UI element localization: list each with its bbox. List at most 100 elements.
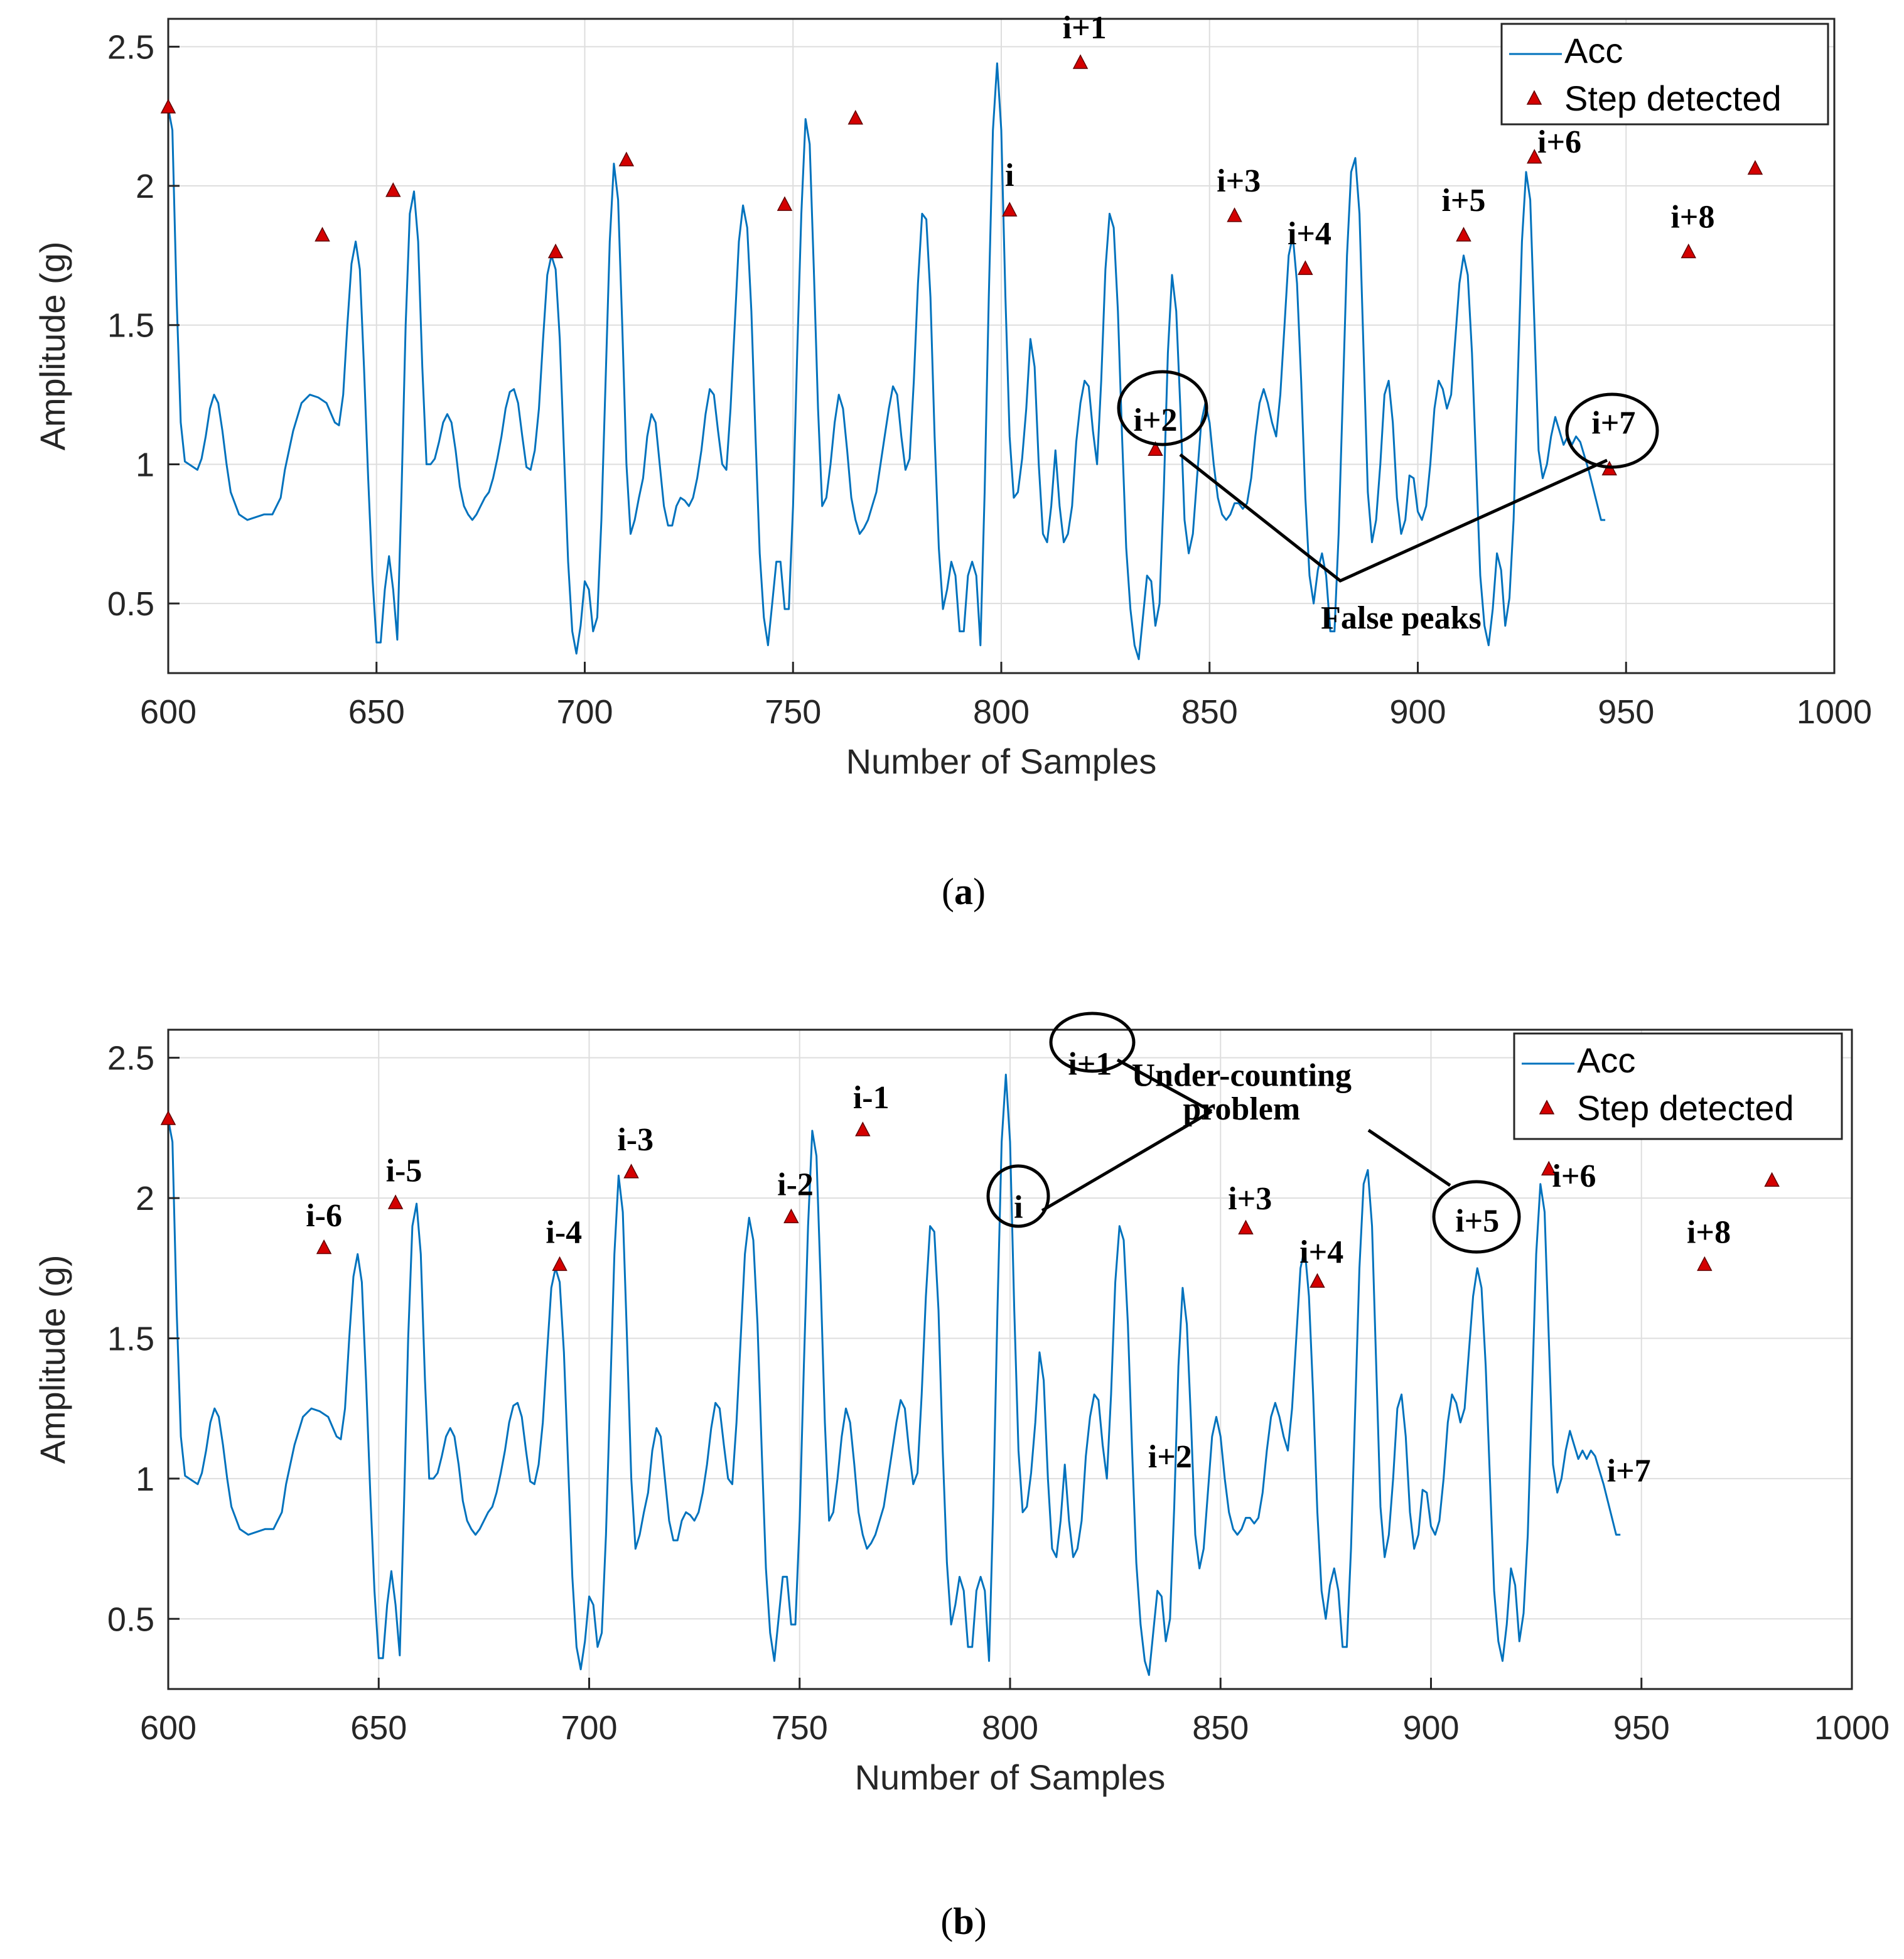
annotation-label: i+2: [1133, 402, 1177, 438]
step-marker: [315, 227, 330, 242]
annotations: i i+1 i+2 i+3 i+4 i+5 i+6 i+7 i+8 False peaks: [1005, 10, 1714, 636]
x-axis-label: Number of Samples: [846, 742, 1157, 781]
annotation-label: i+8: [1687, 1215, 1731, 1251]
series-step-detected: [160, 54, 1763, 476]
legend-box: [1513, 1032, 1843, 1140]
legend-step-label: Step detected: [1564, 78, 1782, 118]
annotation-label: i+8: [1670, 200, 1714, 235]
annotation-label: i+7: [1607, 1453, 1651, 1489]
x-tick-label: 850: [1181, 693, 1238, 731]
legend-acc-label: Acc: [1564, 31, 1623, 70]
legend-step-label: Step detected: [1577, 1088, 1794, 1128]
legend-box: [1500, 23, 1829, 126]
step-marker: [385, 182, 401, 197]
x-tick-label: 600: [140, 693, 196, 731]
step-marker: [1298, 260, 1313, 275]
annotation-label: i-5: [386, 1153, 422, 1189]
annotation-label: i+4: [1299, 1234, 1343, 1270]
x-tick-label: 900: [1402, 1709, 1459, 1747]
legend: Acc Step detected: [1500, 23, 1829, 126]
x-tick-label: 800: [982, 1709, 1038, 1747]
step-marker: [1310, 1273, 1325, 1288]
annotation-label: i-4: [546, 1215, 582, 1251]
legend-step-swatch: [1539, 1099, 1555, 1114]
annotation-label: i+1: [1063, 10, 1107, 46]
annotation-circle: [1432, 1180, 1521, 1254]
x-tick-label: 650: [350, 1709, 407, 1747]
x-tick-label: 750: [772, 1709, 828, 1747]
annotation-circle: [1565, 392, 1659, 469]
chart-panel-a: 600 650 700 750 800 850 900 950 1000 0.5 1 1.5 2 2.5 N…: [33, 10, 1872, 912]
annotation-label: i+4: [1288, 216, 1331, 252]
x-tick-label: 1000: [1797, 693, 1872, 731]
x-axis-label: Number of Samples: [855, 1757, 1166, 1797]
step-marker: [552, 1256, 567, 1271]
x-tick-label: 950: [1613, 1709, 1670, 1747]
annotation-label: i+7: [1591, 406, 1635, 441]
annotation-label: i+5: [1441, 183, 1485, 219]
x-tick-label: 600: [140, 1709, 196, 1747]
annotation-label: i-1: [853, 1080, 890, 1116]
x-tick-label: 700: [556, 693, 613, 731]
x-tick-label: 900: [1389, 693, 1446, 731]
annotation-label: problem: [1183, 1091, 1300, 1127]
step-marker: [387, 1194, 404, 1209]
panel-caption: (a): [942, 871, 986, 912]
annotation-label: i+5: [1455, 1204, 1499, 1239]
x-tick-label: 950: [1598, 693, 1654, 731]
step-marker: [1456, 227, 1471, 242]
y-tick-label: 2: [136, 1180, 154, 1217]
step-marker: [618, 151, 635, 166]
annotation-connector: [1041, 1109, 1213, 1212]
step-marker: [777, 196, 793, 211]
step-marker: [1681, 243, 1697, 259]
x-tick-label: 700: [561, 1709, 617, 1747]
step-marker: [783, 1208, 799, 1224]
panel-caption: (b): [940, 1901, 986, 1942]
annotation-circle: [986, 1164, 1050, 1228]
annotation-label: i+3: [1217, 163, 1261, 199]
step-marker: [316, 1239, 332, 1255]
step-marker: [160, 1110, 176, 1125]
legend-step-swatch: [1526, 90, 1542, 105]
step-marker: [1527, 149, 1542, 164]
y-tick-label: 1: [136, 1460, 154, 1498]
step-marker: [1238, 1219, 1254, 1234]
step-marker: [847, 110, 864, 125]
y-tick-label: 2.5: [107, 1040, 154, 1077]
series-step-detected: [160, 1110, 1780, 1288]
series-acc-line: [167, 62, 1606, 661]
x-tick-label: 750: [765, 693, 821, 731]
annotation-label: Under-counting: [1132, 1057, 1352, 1093]
step-marker: [855, 1121, 871, 1136]
annotation-label: i+2: [1148, 1439, 1192, 1475]
y-axis-label: Amplitude (g): [33, 1255, 72, 1464]
y-tick-label: 1: [136, 446, 154, 483]
y-tick-labels: 0.5 1 1.5 2 2.5: [107, 1040, 154, 1639]
annotation-label: i-3: [617, 1122, 653, 1158]
annotation-label: i+6: [1552, 1158, 1596, 1194]
annotation-label: i+1: [1068, 1046, 1112, 1082]
annotation-connector: [1116, 1058, 1213, 1113]
x-tick-labels: 600 650 700 750 800 850 900 950 1000: [140, 1709, 1890, 1747]
annotation-label: i: [1005, 158, 1014, 193]
x-tick-labels: 600 650 700 750 800 850 900 950 1000: [140, 693, 1872, 731]
step-marker: [1541, 1160, 1557, 1176]
x-tick-label: 1000: [1814, 1709, 1890, 1747]
y-tick-label: 1.5: [107, 307, 154, 345]
y-axis-label: Amplitude (g): [33, 241, 72, 450]
y-tick-label: 0.5: [107, 585, 154, 623]
x-tick-label: 800: [973, 693, 1030, 731]
step-marker: [1697, 1256, 1713, 1271]
x-tick-label: 850: [1192, 1709, 1249, 1747]
annotation-label: i+3: [1228, 1181, 1272, 1217]
step-marker: [1148, 441, 1163, 456]
annotation-label: i-6: [306, 1198, 342, 1234]
legend-acc-label: Acc: [1577, 1040, 1635, 1080]
chart-panel-b: 600 650 700 750 800 850 900 950 1000 0.5 1 1.5 2 2.5 N…: [33, 1012, 1890, 1942]
x-tick-label: 650: [348, 693, 405, 731]
step-marker: [547, 243, 564, 259]
y-tick-label: 2: [136, 168, 154, 205]
step-marker: [623, 1163, 639, 1179]
